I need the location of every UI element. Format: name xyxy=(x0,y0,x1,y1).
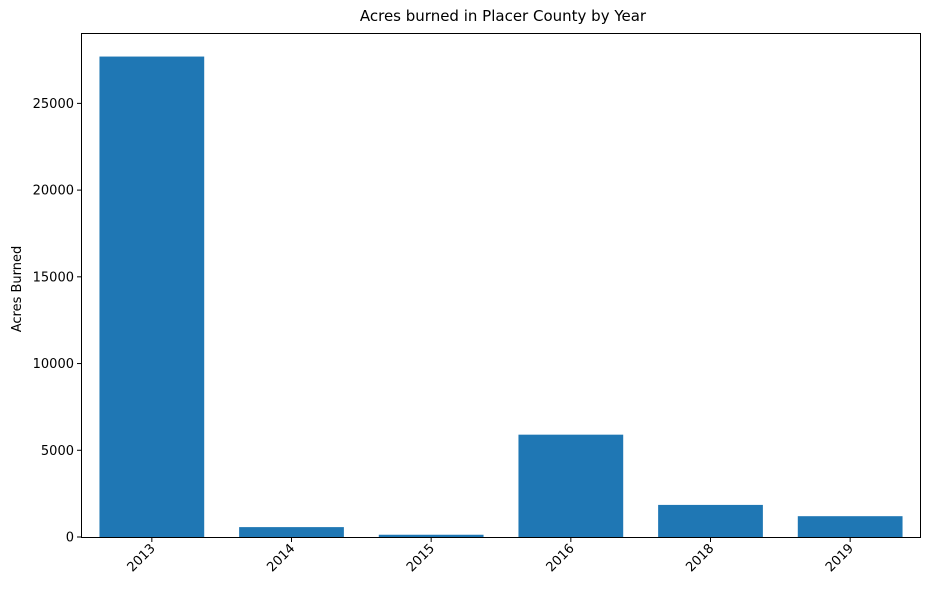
y-tick-label: 5000 xyxy=(41,444,74,459)
bar-2016 xyxy=(518,434,624,537)
y-tick-label: 0 xyxy=(66,531,74,546)
chart-title: Acres burned in Placer County by Year xyxy=(360,7,647,25)
x-ticks-group: 2013 2014 2015 2016 2018 2019 xyxy=(125,537,857,575)
x-tick-label: 2015 xyxy=(404,541,438,575)
bar-2013 xyxy=(99,56,205,538)
bar-2019 xyxy=(797,516,903,537)
y-axis-label: Acres Burned xyxy=(10,246,25,333)
x-tick-label: 2014 xyxy=(264,541,298,575)
x-tick-label: 2019 xyxy=(823,541,857,575)
y-ticks-group: 0 5000 10000 15000 20000 25000 xyxy=(33,97,82,546)
x-tick-label: 2013 xyxy=(125,541,159,575)
bar-2015 xyxy=(378,534,484,537)
bars-group xyxy=(99,56,903,538)
y-tick-label: 25000 xyxy=(33,97,74,112)
y-tick-label: 15000 xyxy=(33,270,74,285)
bar-2018 xyxy=(658,504,763,537)
x-tick-label: 2018 xyxy=(683,541,717,575)
y-tick-label: 10000 xyxy=(33,357,74,372)
y-tick-label: 20000 xyxy=(33,184,74,199)
x-tick-label: 2016 xyxy=(544,541,578,575)
plot-frame xyxy=(81,33,921,538)
bar-2014 xyxy=(239,527,344,537)
